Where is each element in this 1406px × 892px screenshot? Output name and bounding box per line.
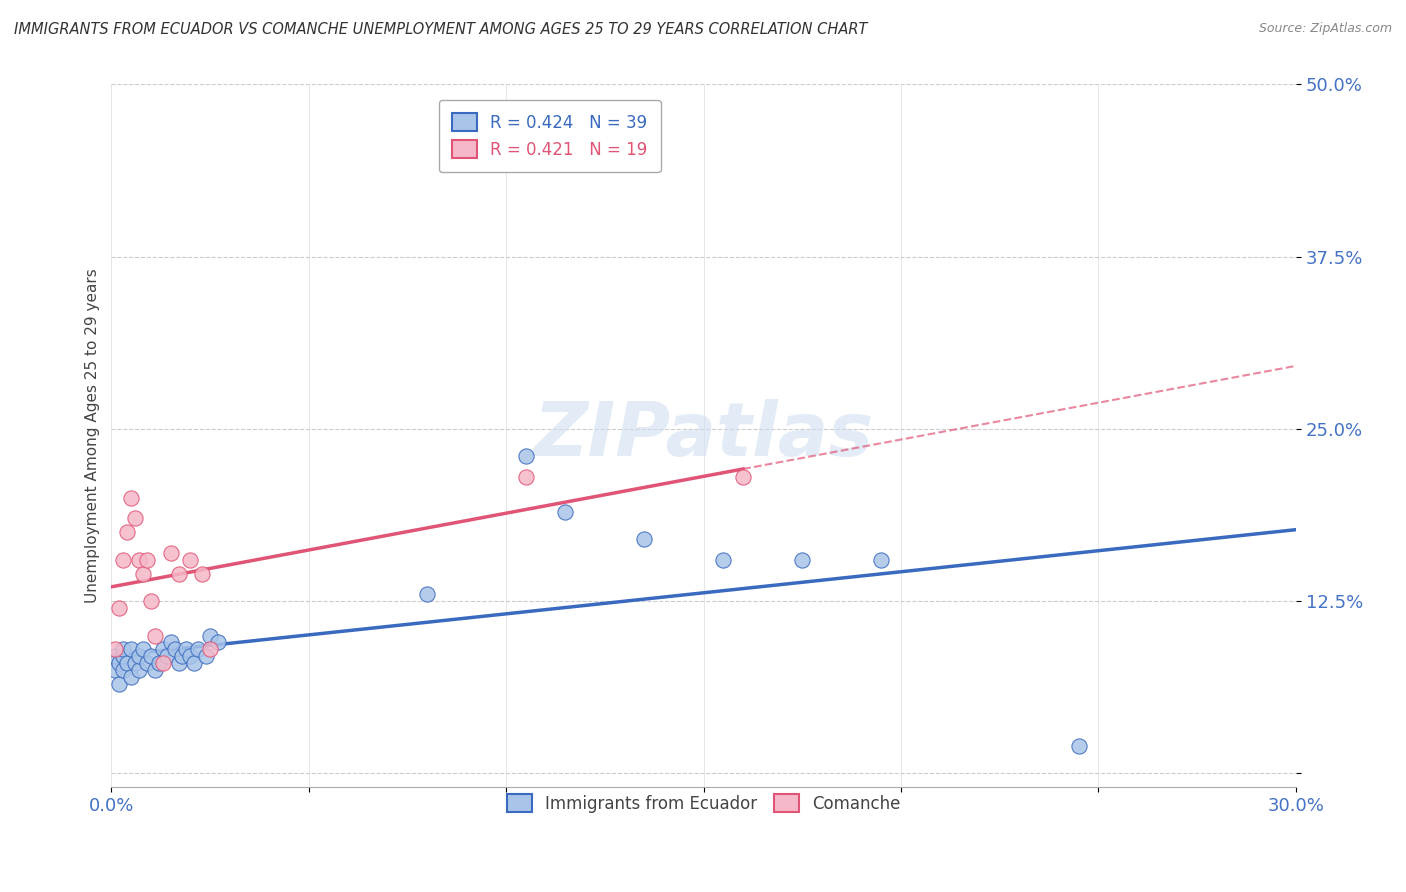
- Point: [792, 553, 814, 567]
- Point: [115, 525, 138, 540]
- Point: [554, 505, 576, 519]
- Point: [136, 553, 159, 567]
- Point: [112, 649, 135, 664]
- Point: [176, 642, 198, 657]
- Point: [207, 635, 229, 649]
- Point: [112, 642, 135, 657]
- Legend: Immigrants from Ecuador, Comanche: Immigrants from Ecuador, Comanche: [495, 782, 912, 824]
- Point: [120, 670, 142, 684]
- Point: [143, 663, 166, 677]
- Point: [120, 491, 142, 505]
- Point: [128, 553, 150, 567]
- Point: [124, 656, 146, 670]
- Point: [143, 629, 166, 643]
- Point: [124, 511, 146, 525]
- Point: [416, 587, 439, 601]
- Point: [183, 656, 205, 670]
- Text: Source: ZipAtlas.com: Source: ZipAtlas.com: [1258, 22, 1392, 36]
- Point: [179, 649, 201, 664]
- Point: [104, 642, 127, 657]
- Point: [108, 656, 131, 670]
- Point: [711, 553, 734, 567]
- Point: [104, 663, 127, 677]
- Point: [108, 677, 131, 691]
- Point: [139, 649, 162, 664]
- Point: [1067, 739, 1090, 753]
- Point: [191, 566, 214, 581]
- Point: [128, 649, 150, 664]
- Point: [132, 566, 155, 581]
- Point: [195, 649, 218, 664]
- Point: [112, 553, 135, 567]
- Point: [167, 566, 190, 581]
- Point: [515, 470, 537, 484]
- Point: [733, 470, 755, 484]
- Point: [139, 594, 162, 608]
- Point: [159, 635, 181, 649]
- Point: [198, 642, 221, 657]
- Point: [167, 656, 190, 670]
- Point: [633, 532, 655, 546]
- Y-axis label: Unemployment Among Ages 25 to 29 years: Unemployment Among Ages 25 to 29 years: [86, 268, 100, 603]
- Text: IMMIGRANTS FROM ECUADOR VS COMANCHE UNEMPLOYMENT AMONG AGES 25 TO 29 YEARS CORRE: IMMIGRANTS FROM ECUADOR VS COMANCHE UNEM…: [14, 22, 868, 37]
- Point: [179, 553, 201, 567]
- Point: [148, 656, 170, 670]
- Point: [187, 642, 209, 657]
- Point: [515, 450, 537, 464]
- Point: [152, 642, 174, 657]
- Point: [120, 642, 142, 657]
- Point: [112, 663, 135, 677]
- Point: [156, 649, 179, 664]
- Point: [163, 642, 186, 657]
- Text: ZIPatlas: ZIPatlas: [534, 400, 873, 472]
- Point: [115, 656, 138, 670]
- Point: [132, 642, 155, 657]
- Point: [159, 546, 181, 560]
- Point: [152, 656, 174, 670]
- Point: [104, 649, 127, 664]
- Point: [108, 601, 131, 615]
- Point: [128, 663, 150, 677]
- Point: [136, 656, 159, 670]
- Point: [198, 629, 221, 643]
- Point: [172, 649, 194, 664]
- Point: [870, 553, 893, 567]
